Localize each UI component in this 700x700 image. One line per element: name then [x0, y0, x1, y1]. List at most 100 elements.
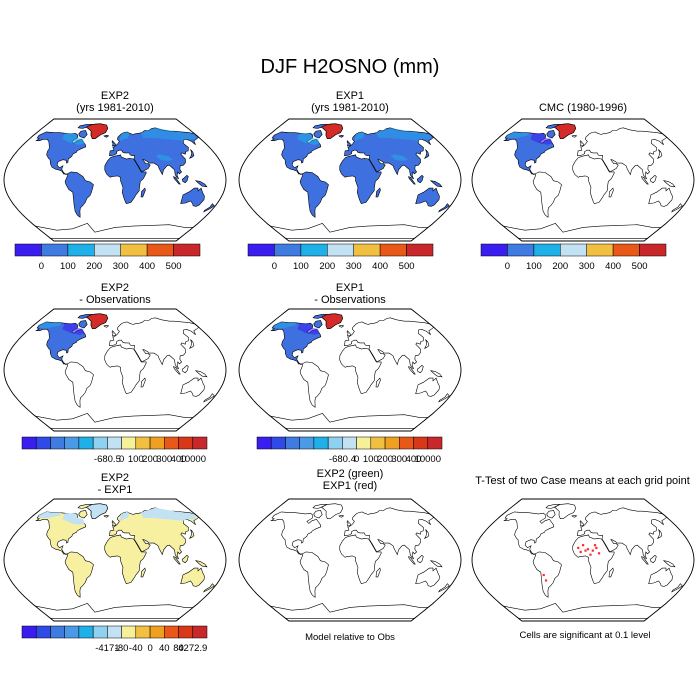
- colorbar-tick-label: 400: [139, 261, 155, 272]
- landmass-australia: [415, 377, 440, 397]
- landmass-newguinea: [429, 560, 443, 568]
- landmass-southamerica: [299, 171, 329, 218]
- landmass-uk: [346, 330, 351, 337]
- landmass-australia: [648, 567, 673, 587]
- landmass-newguinea: [662, 180, 676, 188]
- landmass-newzealand: [203, 393, 215, 403]
- landmass-australia: [415, 187, 440, 207]
- snow-himalaya: [155, 154, 173, 161]
- colorbar-tick-label: 100: [363, 454, 379, 465]
- landmass-newzealand: [203, 583, 215, 593]
- landmass-sumatra: [173, 556, 181, 565]
- colorbar-swatch: [14, 243, 42, 257]
- significant-cell: [582, 544, 585, 547]
- diff-siberia: [141, 507, 197, 521]
- colorbar-swatch: [639, 243, 667, 257]
- colorbar-tick-label: 0: [505, 261, 510, 272]
- landmass-australia: [415, 567, 440, 587]
- snow-canada: [530, 133, 553, 145]
- colorbar-swatch: [146, 243, 174, 257]
- significant-cell: [595, 546, 598, 549]
- panel-title-exp2-exp1: EXP2 - EXP1: [25, 472, 205, 496]
- colorbar-swatch: [173, 243, 201, 257]
- snow-canada: [297, 323, 320, 335]
- colorbar-swatch: [342, 436, 357, 450]
- landmass-iceland: [571, 514, 578, 518]
- landmass-africa: [339, 344, 382, 395]
- landmass-africa: [104, 344, 147, 395]
- snow-himalaya: [390, 154, 408, 161]
- landmass-borneo: [649, 174, 657, 184]
- colorbar-tick-label: 300: [346, 261, 362, 272]
- landmass-sumatra: [173, 366, 181, 375]
- landmass-newguinea: [194, 180, 208, 188]
- landmass-uk: [111, 330, 116, 337]
- significant-cell: [542, 573, 545, 577]
- map-panel-exp2-exp1: [3, 498, 227, 622]
- colorbar-swatch: [94, 243, 121, 257]
- map-border: [238, 308, 462, 432]
- landmass-sumatra: [408, 366, 416, 375]
- map-border: [238, 118, 462, 242]
- colorbar-swatch: [299, 436, 315, 450]
- landmass-iceland: [338, 134, 345, 138]
- significant-cell: [579, 550, 582, 554]
- landmass-uk: [346, 520, 351, 527]
- landmass-baffin: [78, 320, 88, 329]
- panel-title-cmc: CMC (1980-1996): [493, 102, 673, 114]
- landmass-antarctica: [35, 603, 194, 619]
- colorbar-swatch: [356, 436, 372, 450]
- panel-title-line1: CMC (1980-1996): [538, 102, 628, 114]
- colorbar-tick-label: 4272.9: [178, 643, 207, 654]
- landmass-japan: [423, 529, 430, 540]
- panel-title-line2: EXP1 (red): [322, 480, 378, 492]
- snow-siberia: [141, 127, 197, 141]
- colorbar-swatch: [384, 436, 400, 450]
- landmass-japan: [188, 339, 195, 350]
- landmass-eurasia: [344, 507, 435, 560]
- greenland-ice: [85, 313, 109, 329]
- colorbar-swatch: [533, 243, 561, 257]
- colorbar-swatch: [135, 625, 151, 639]
- colorbar-tick-label: 100: [293, 261, 309, 272]
- panel-title-line1: EXP1: [335, 90, 365, 102]
- colorbar-swatch: [379, 243, 407, 257]
- landmass-madagascar: [140, 567, 146, 578]
- landmass-eurasia: [344, 127, 435, 180]
- panel-title-line2: (yrs 1981-2010): [311, 102, 389, 114]
- colorbar-tick-label: 300: [579, 261, 595, 272]
- colorbar-swatch: [50, 625, 65, 639]
- greenland-ice: [320, 313, 344, 329]
- landmass-baffin: [78, 510, 88, 519]
- colorbar-tick-label: 400: [605, 261, 621, 272]
- colorbar-exp1: 0 100 200 300 400 500: [247, 243, 434, 272]
- colorbar-tick-label: -4171: [95, 643, 119, 654]
- map-content: [270, 313, 450, 429]
- landmass-eurasia: [109, 127, 200, 180]
- landmass-uk: [579, 520, 584, 527]
- colorbar-swatch: [507, 243, 535, 257]
- colorbar-swatch: [413, 436, 428, 450]
- colorbar-swatch: [256, 436, 272, 450]
- snow-scandinavia: [119, 131, 130, 142]
- colorbar-cmc: 0 100 200 300 400 500: [480, 243, 667, 272]
- colorbar-tick-label: 500: [399, 261, 415, 272]
- landmass-antarctica: [270, 223, 429, 239]
- significant-cell: [544, 579, 548, 582]
- landmass-antarctica: [503, 603, 662, 619]
- landmass-australia: [180, 187, 205, 207]
- panel-title-line1: EXP1: [335, 282, 365, 294]
- landmass-japan: [188, 529, 195, 540]
- landmass-antarctica: [503, 223, 662, 239]
- landmass-australia: [648, 187, 673, 207]
- snow-scandinavia: [354, 131, 365, 142]
- map-panel-exp2-obs: [3, 308, 227, 432]
- landmass-greenland: [320, 503, 344, 519]
- landmass-uk: [111, 140, 116, 147]
- landmass-baffin: [313, 510, 323, 519]
- panel-title-line2: - EXP1: [97, 484, 133, 496]
- landmass-eurasia: [109, 317, 200, 370]
- landmass-madagascar: [140, 187, 146, 198]
- landmass-uk: [111, 520, 116, 527]
- landmass-africa: [572, 534, 615, 585]
